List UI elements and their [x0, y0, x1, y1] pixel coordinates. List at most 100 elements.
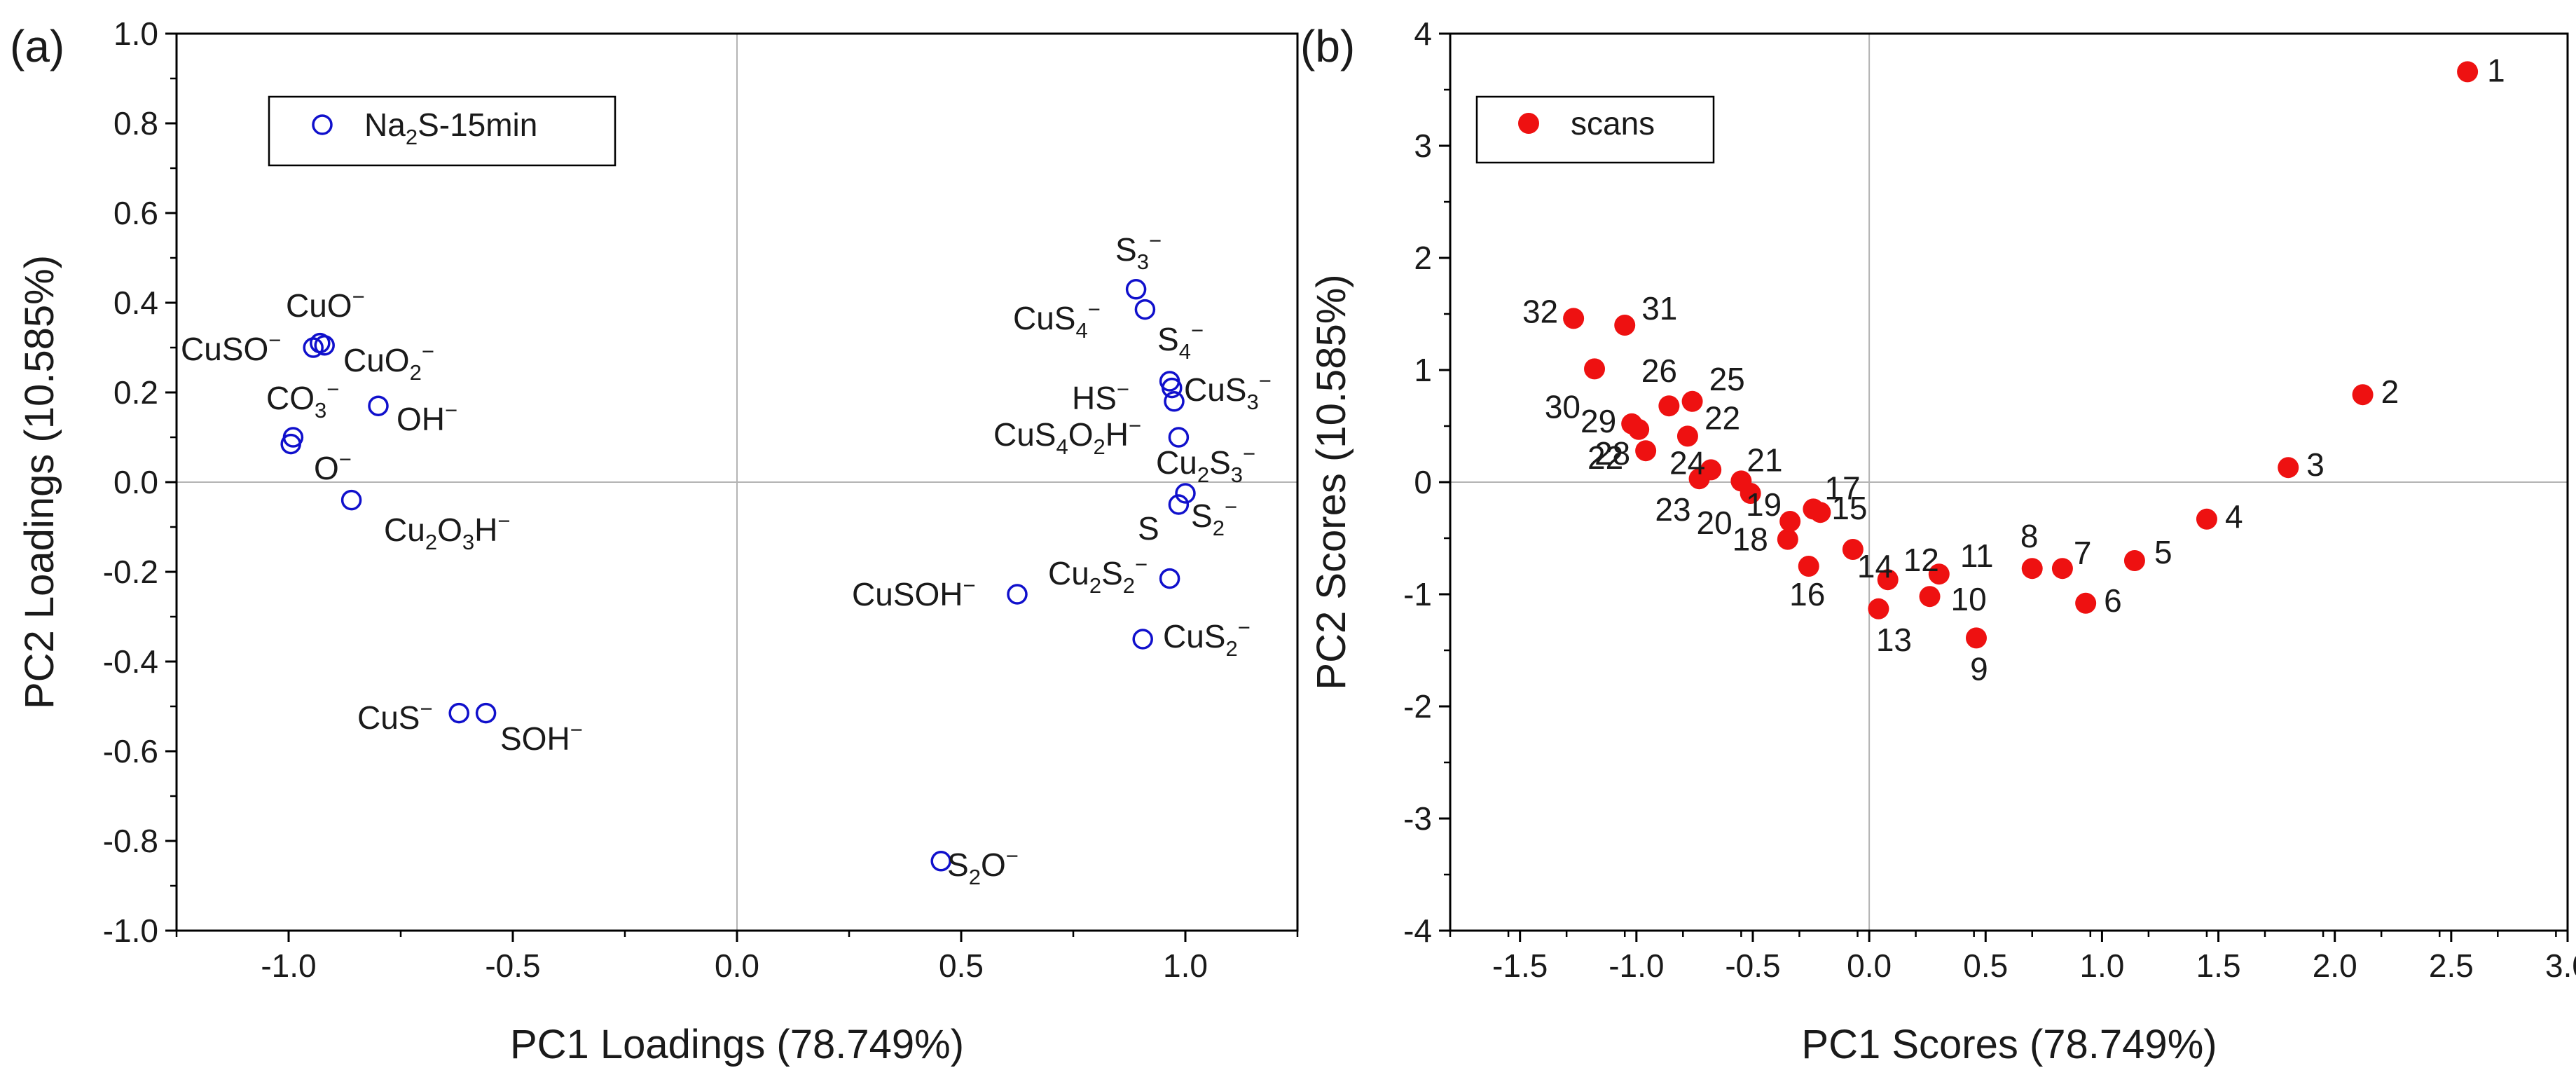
- data-point: [1779, 511, 1801, 532]
- data-point: [1877, 569, 1899, 591]
- point-label: 22: [1587, 439, 1623, 476]
- data-point: [368, 395, 389, 416]
- y-tick-label: -0.8: [103, 823, 158, 859]
- point-label: 23: [1655, 491, 1690, 528]
- x-tick-label: 0.0: [1847, 947, 1892, 984]
- point-label: 32: [1522, 293, 1558, 329]
- label-Cu2S2: Cu2S2−: [1048, 552, 1148, 598]
- x-tick-label: 0.5: [939, 947, 984, 984]
- y-tick-label: 4: [1414, 15, 1432, 52]
- data-point: [448, 702, 469, 724]
- data-point: [2278, 457, 2299, 479]
- y-tick-label: 0: [1414, 464, 1432, 500]
- data-points: [280, 279, 1196, 872]
- x-tick-label: 3.0: [2545, 947, 2576, 984]
- point-label: 28: [1594, 435, 1630, 472]
- data-point: [1628, 418, 1650, 440]
- x-tick-label: 1.0: [2079, 947, 2124, 984]
- y-axis-label: PC2 Loadings (10.585%): [17, 255, 62, 709]
- y-tick-label: 1.0: [113, 15, 158, 52]
- label-Cu2S3: Cu2S3−: [1156, 441, 1255, 487]
- point-labels: CuO− CuSO− CuO2− CO3− OH− O− Cu2O3H− CuS…: [181, 228, 1272, 889]
- data-point: [1777, 528, 1798, 550]
- label-CuS2: CuS2−: [1163, 615, 1251, 661]
- x-tick-label: 0.0: [715, 947, 759, 984]
- data-point: [1134, 299, 1156, 320]
- data-point: [1614, 315, 1636, 336]
- x-axis-label: PC1 Scores (78.749%): [1801, 1022, 2217, 1067]
- label-SOH: SOH−: [500, 718, 583, 757]
- data-point: [1584, 358, 1606, 380]
- point-label: 2: [2381, 374, 2399, 410]
- x-tick-label: -1.0: [261, 947, 316, 984]
- y-tick-label: 0.4: [113, 285, 158, 321]
- data-point: [1798, 556, 1819, 577]
- data-point: [314, 335, 335, 356]
- data-point: [1007, 584, 1028, 605]
- data-point: [280, 433, 301, 455]
- label-S2: S2−: [1191, 495, 1237, 540]
- legend: Na2S-15min: [268, 95, 617, 167]
- data-point: [2123, 550, 2145, 571]
- y-axis-label: PC2 Scores (10.585%): [1309, 274, 1354, 690]
- data-point: [930, 851, 951, 872]
- data-point: [2352, 384, 2374, 406]
- x-tick-label: -1.5: [1492, 947, 1548, 984]
- data-point: [1868, 598, 1889, 619]
- data-point: [1635, 440, 1657, 462]
- zero-lines: [177, 34, 1297, 931]
- x-tick-label: 1.0: [1163, 947, 1208, 984]
- data-point: [2051, 558, 2073, 580]
- point-label: 10: [1951, 581, 1987, 617]
- data-point: [1125, 279, 1147, 300]
- axis-ticks: -1.0 -0.5 0.0 0.5 1.0 -1.0 -0.8 -0.6 -0.4 -0.2 0.0…: [103, 15, 1299, 984]
- y-tick-label: -1.0: [103, 912, 158, 949]
- y-tick-label: -3: [1403, 800, 1432, 837]
- data-point: [1700, 459, 1722, 481]
- point-label: 3: [2306, 446, 2324, 483]
- y-tick-label: -2: [1403, 688, 1432, 725]
- y-tick-label: -0.2: [103, 554, 158, 590]
- x-tick-label: 2.5: [2429, 947, 2474, 984]
- point-label: 6: [2104, 582, 2122, 619]
- data-point: [1676, 425, 1698, 447]
- x-axis-label: PC1 Loadings (78.749%): [510, 1022, 964, 1067]
- data-point: [2196, 508, 2217, 530]
- y-tick-label: -0.4: [103, 643, 158, 680]
- x-tick-label: 0.5: [1963, 947, 2008, 984]
- data-point: [475, 702, 497, 724]
- x-tick-label: 1.5: [2196, 947, 2241, 984]
- x-tick-label: -1.0: [1609, 947, 1664, 984]
- point-label: 22: [1704, 399, 1740, 436]
- legend-marker-filled-circle: [1518, 113, 1539, 134]
- legend: scans: [1475, 95, 1715, 164]
- point-label: 30: [1545, 388, 1580, 425]
- label-S4: S4−: [1157, 318, 1204, 364]
- data-point: [303, 337, 324, 358]
- data-point: [2021, 558, 2043, 580]
- zero-lines: [1450, 34, 2568, 931]
- data-point: [1730, 470, 1752, 492]
- label-CuSOH: CuSOH−: [852, 573, 976, 612]
- point-label: 29: [1580, 403, 1616, 439]
- label-S: S: [1138, 510, 1159, 547]
- data-point: [1164, 391, 1185, 412]
- data-point: [340, 489, 362, 511]
- point-label: 24: [1669, 444, 1705, 481]
- y-tick-label: 0.8: [113, 105, 158, 142]
- point-label: 5: [2154, 534, 2172, 570]
- point-label: 8: [2020, 518, 2039, 554]
- point-label: 18: [1733, 521, 1768, 558]
- data-point: [2457, 61, 2479, 83]
- label-HS: HS−: [1072, 377, 1129, 416]
- data-point: [1168, 494, 1190, 515]
- data-point: [1681, 390, 1703, 412]
- scores-plot: (b) -1.5-1.0-0.50.00.51.01.52.02.53.0-4-…: [1300, 15, 2576, 1067]
- y-tick-label: -4: [1403, 912, 1432, 949]
- data-point: [1919, 586, 1941, 608]
- x-tick-label: -0.5: [1725, 947, 1780, 984]
- point-label: 7: [2074, 535, 2092, 571]
- x-tick-label: 2.0: [2313, 947, 2357, 984]
- data-point: [1965, 627, 1987, 649]
- x-tick-label: -0.5: [485, 947, 540, 984]
